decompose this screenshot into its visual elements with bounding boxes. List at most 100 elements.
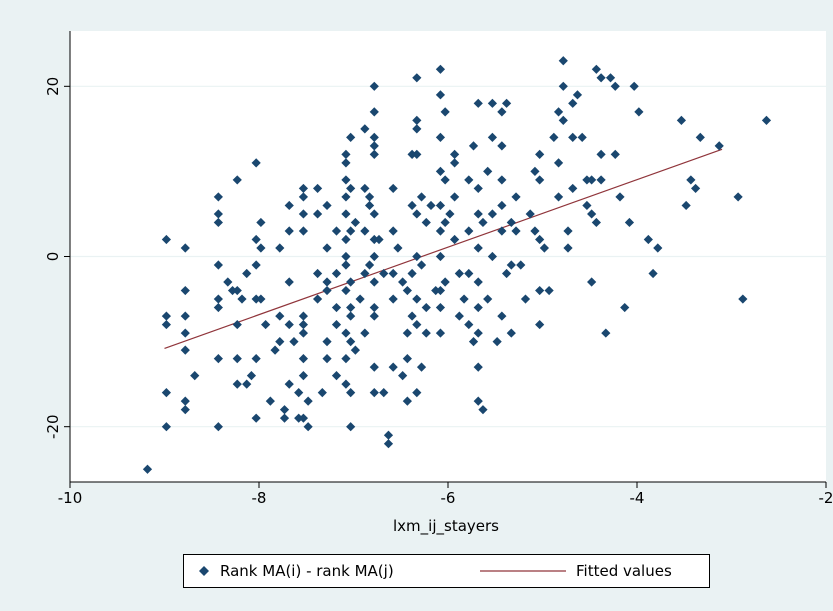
- data-point: [398, 371, 408, 381]
- data-point: [690, 183, 701, 194]
- data-point: [402, 285, 412, 296]
- data-point: [237, 294, 247, 304]
- data-point: [407, 149, 417, 159]
- data-point: [615, 192, 625, 202]
- data-point: [468, 336, 479, 347]
- y-tick-label: -20: [44, 414, 62, 439]
- data-point: [369, 132, 379, 142]
- data-point: [435, 328, 446, 338]
- data-point: [412, 124, 422, 134]
- data-point: [369, 141, 379, 151]
- data-point: [483, 294, 493, 304]
- data-point: [587, 277, 597, 287]
- data-point: [620, 302, 630, 313]
- data-point: [284, 200, 294, 211]
- data-point: [341, 328, 351, 338]
- data-point: [473, 243, 483, 253]
- data-point: [341, 354, 351, 364]
- data-point: [275, 336, 285, 347]
- data-point: [421, 302, 431, 313]
- y-tick-label: 0: [44, 252, 62, 262]
- data-point: [232, 379, 242, 389]
- data-point: [284, 379, 294, 389]
- data-point: [402, 328, 412, 338]
- data-point: [558, 81, 568, 91]
- data-point: [256, 217, 266, 228]
- data-point: [341, 209, 351, 219]
- data-point: [440, 217, 450, 228]
- data-point: [568, 98, 578, 108]
- data-point: [483, 166, 493, 177]
- data-point: [416, 260, 427, 270]
- data-point: [350, 345, 360, 355]
- data-point: [412, 251, 422, 262]
- data-point: [553, 107, 564, 117]
- data-point: [435, 90, 446, 100]
- data-point: [360, 183, 370, 194]
- data-point: [213, 422, 223, 432]
- data-point: [412, 73, 422, 83]
- data-point: [520, 294, 531, 304]
- data-point: [388, 183, 398, 194]
- data-point: [284, 226, 294, 236]
- diamond-marker-icon: [199, 566, 209, 576]
- data-point: [341, 149, 351, 159]
- data-point: [369, 81, 379, 91]
- data-point: [322, 243, 332, 253]
- data-point: [473, 98, 483, 108]
- data-point: [346, 388, 356, 398]
- data-point: [568, 132, 578, 142]
- data-point: [440, 175, 450, 185]
- data-point: [582, 175, 592, 185]
- data-point: [350, 217, 360, 228]
- data-point: [275, 311, 285, 321]
- data-point: [265, 396, 275, 406]
- fitted-values-line: [164, 148, 723, 349]
- y-axis-ticks: -20 0 20: [44, 77, 70, 439]
- data-point: [213, 192, 223, 202]
- data-point: [686, 175, 696, 185]
- data-point: [501, 98, 512, 108]
- data-point: [256, 294, 266, 304]
- data-point: [412, 319, 422, 330]
- data-point: [459, 294, 469, 304]
- data-point: [369, 388, 379, 398]
- data-point: [506, 217, 516, 228]
- data-point: [487, 251, 498, 262]
- data-point: [535, 175, 545, 185]
- data-point: [364, 192, 375, 202]
- data-point: [435, 132, 446, 142]
- data-point: [251, 294, 261, 304]
- legend-label-fitted: Fitted values: [576, 562, 672, 580]
- data-point: [440, 107, 450, 117]
- data-point: [161, 422, 171, 432]
- x-axis-ticks: -10 -8 -6 -4 -2: [58, 482, 833, 507]
- data-point: [487, 98, 498, 108]
- data-point: [591, 217, 601, 228]
- data-point: [180, 285, 190, 296]
- data-point: [643, 234, 653, 245]
- x-tick-label: -10: [58, 489, 83, 507]
- data-point: [346, 302, 356, 313]
- data-point: [492, 336, 502, 347]
- data-point: [369, 149, 379, 159]
- data-point: [587, 175, 597, 185]
- data-point: [605, 73, 616, 83]
- data-point: [331, 226, 342, 236]
- data-point: [473, 183, 483, 194]
- data-point: [535, 319, 545, 330]
- data-point: [435, 64, 446, 74]
- data-point: [421, 217, 431, 228]
- data-point: [341, 260, 351, 270]
- data-point: [412, 149, 422, 159]
- data-point: [322, 277, 332, 287]
- data-point: [501, 268, 512, 279]
- data-point: [312, 183, 323, 194]
- data-point: [558, 115, 568, 125]
- data-point: [331, 268, 342, 279]
- data-point: [298, 226, 309, 236]
- data-point: [383, 430, 394, 440]
- data-point: [587, 209, 597, 219]
- data-point: [416, 362, 427, 372]
